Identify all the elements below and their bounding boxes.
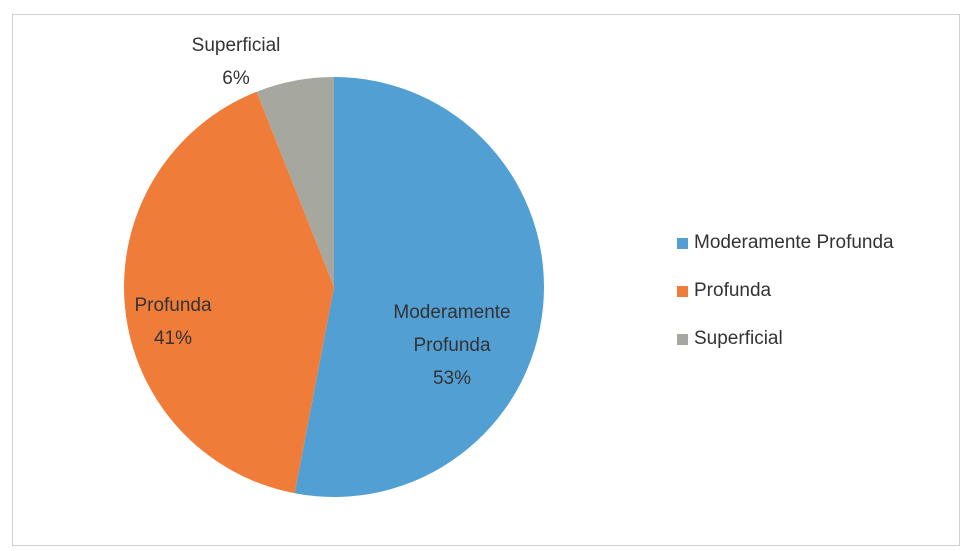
legend-label: Moderamente Profunda: [694, 232, 894, 253]
data-label-name: Superficial: [191, 35, 281, 56]
pie-slice: [294, 77, 544, 497]
data-label-name: Profunda: [134, 295, 212, 316]
legend-label: Profunda: [694, 280, 772, 301]
legend-label: Superficial: [694, 328, 783, 349]
data-label-name: Moderamente Profunda: [393, 302, 511, 356]
data-label: Profunda 41%: [88, 289, 258, 355]
pie-slice: [124, 91, 335, 494]
data-label: Superficial 6%: [151, 29, 321, 95]
legend-swatch: [677, 334, 688, 345]
data-label-value: 41%: [153, 328, 193, 349]
data-label-value: 53%: [432, 368, 472, 389]
pie-slice: [256, 77, 334, 287]
data-label-value: 6%: [222, 68, 250, 89]
data-label: Moderamente Profunda 53%: [367, 296, 537, 395]
legend-swatch: [677, 238, 688, 249]
legend-swatch: [677, 286, 688, 297]
chart-frame: [12, 14, 960, 546]
